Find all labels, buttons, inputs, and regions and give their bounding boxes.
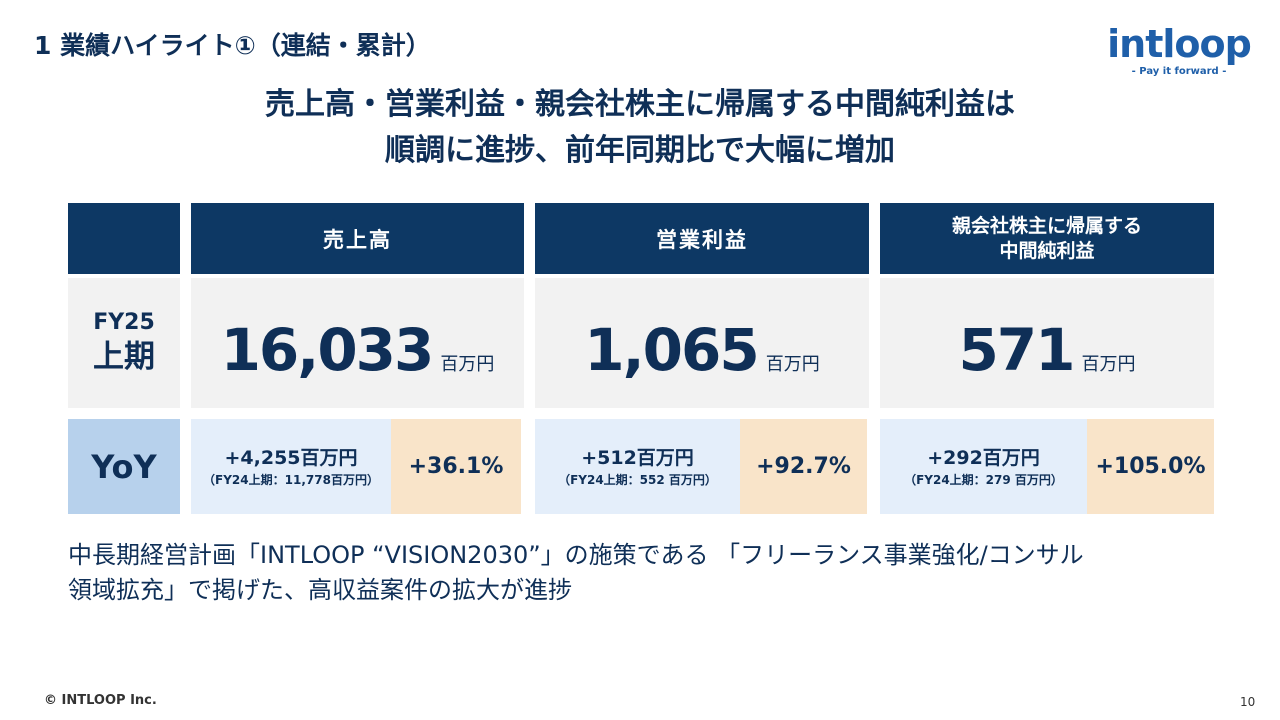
operating-income-yoy-pct: +92.7% — [740, 419, 867, 514]
sales-yoy-pct: +36.1% — [391, 419, 521, 514]
operating-income-prev-year: （FY24上期：552 百万円） — [558, 472, 717, 487]
period-half: 上期 — [93, 339, 155, 375]
headline: 売上高・営業利益・親会社株主に帰属する中間純利益は 順調に進捗、前年同期比で大幅… — [0, 82, 1280, 174]
sales-prev-year: （FY24上期：11,778百万円） — [203, 472, 379, 487]
net-income-value: 571 — [958, 316, 1075, 384]
value-cell-operating-income: 1,065 百万円 — [535, 278, 869, 408]
sales-value: 16,033 — [220, 316, 435, 384]
net-income-prev-year: （FY24上期：279 百万円） — [904, 472, 1063, 487]
table-corner-cell — [68, 203, 180, 274]
operating-income-unit: 百万円 — [765, 354, 820, 375]
yoy-label: YoY — [68, 419, 180, 514]
sales-diff: +4,255百万円 — [224, 446, 358, 469]
intloop-logo: intloop - Pay it forward - — [1104, 22, 1254, 82]
plan-note-line-2: 領域拡充」で掲げた、高収益案件の拡大が進捗 — [68, 576, 572, 604]
plan-note-line-1: 中長期経営計画「INTLOOP “VISION2030”」の施策である 「フリー… — [68, 541, 1084, 569]
operating-income-diff: +512百万円 — [581, 446, 694, 469]
sales-unit: 百万円 — [440, 354, 495, 375]
net-income-unit: 百万円 — [1081, 354, 1136, 375]
logo-wordmark: intloop — [1107, 22, 1252, 66]
operating-income-diff-cell: +512百万円 （FY24上期：552 百万円） — [535, 419, 740, 514]
net-income-diff: +292百万円 — [927, 446, 1040, 469]
sales-diff-cell: +4,255百万円 （FY24上期：11,778百万円） — [191, 419, 391, 514]
copyright: © INTLOOP Inc. — [44, 693, 157, 708]
value-cell-sales: 16,033 百万円 — [191, 278, 524, 408]
net-income-diff-cell: +292百万円 （FY24上期：279 百万円） — [880, 419, 1087, 514]
period-fy: FY25 — [93, 310, 155, 335]
plan-note: 中長期経営計画「INTLOOP “VISION2030”」の施策である 「フリー… — [68, 538, 1218, 608]
slide-title: 1 業績ハイライト①（連結・累計） — [34, 31, 431, 60]
net-income-yoy-pct: +105.0% — [1087, 419, 1214, 514]
header-net-income: 親会社株主に帰属する 中間純利益 — [880, 203, 1214, 274]
operating-income-value: 1,065 — [584, 316, 759, 384]
page-number: 10 — [1240, 695, 1256, 709]
headline-line-1: 売上高・営業利益・親会社株主に帰属する中間純利益は — [265, 87, 1015, 122]
header-sales: 売上高 — [191, 203, 524, 274]
value-cell-net-income: 571 百万円 — [880, 278, 1214, 408]
period-label-cell: FY25 上期 — [68, 278, 180, 408]
headline-line-2: 順調に進捗、前年同期比で大幅に増加 — [385, 133, 895, 168]
logo-tagline: - Pay it forward - — [1131, 66, 1227, 77]
header-operating-income: 営業利益 — [535, 203, 869, 274]
